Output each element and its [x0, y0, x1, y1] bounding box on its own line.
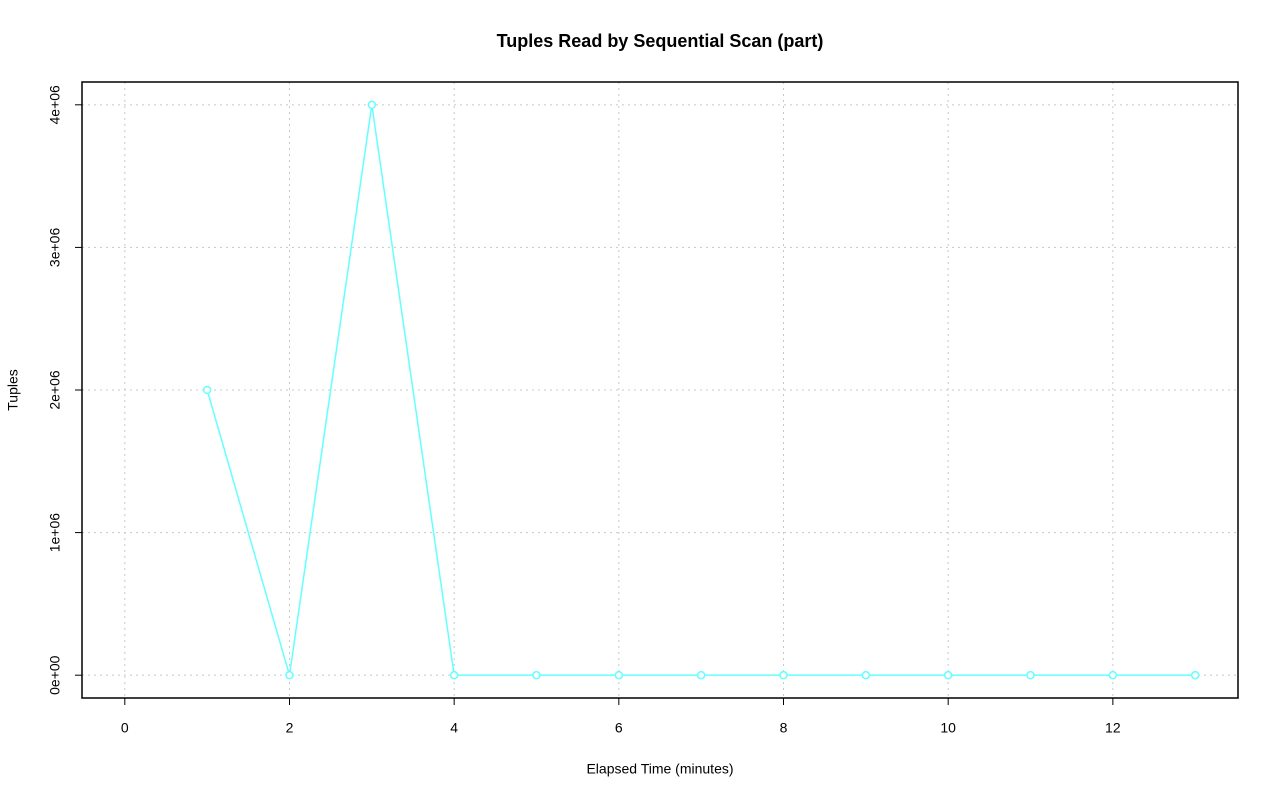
data-point [202, 385, 212, 395]
y-tick-label: 4e+06 [47, 85, 63, 125]
data-point [1108, 670, 1118, 680]
data-point [861, 670, 871, 680]
data-point [696, 670, 706, 680]
data-point [1190, 670, 1200, 680]
y-tick-label: 1e+06 [47, 513, 63, 553]
data-point [367, 100, 377, 110]
x-tick-label: 2 [286, 720, 294, 736]
data-point [1026, 670, 1035, 680]
data-point [532, 670, 541, 680]
y-tick-label: 3e+06 [47, 228, 63, 268]
chart-title: Tuples Read by Sequential Scan (part) [497, 31, 824, 51]
data-point [449, 670, 459, 680]
x-tick-label: 4 [450, 720, 458, 736]
data-point [943, 670, 953, 680]
x-tick-label: 12 [1105, 720, 1121, 736]
x-tick-label: 0 [121, 720, 129, 736]
x-axis-label: Elapsed Time (minutes) [586, 761, 733, 777]
y-tick-label: 0e+00 [47, 655, 63, 695]
x-tick-label: 6 [615, 720, 623, 736]
data-point [614, 670, 624, 680]
y-tick-label: 2e+06 [47, 370, 63, 410]
data-point [779, 670, 788, 680]
plot-frame [81, 81, 1239, 699]
y-axis-label: Tuples [5, 369, 21, 411]
data-point [285, 670, 294, 680]
x-tick-label: 10 [940, 720, 956, 736]
x-tick-label: 8 [780, 720, 788, 736]
